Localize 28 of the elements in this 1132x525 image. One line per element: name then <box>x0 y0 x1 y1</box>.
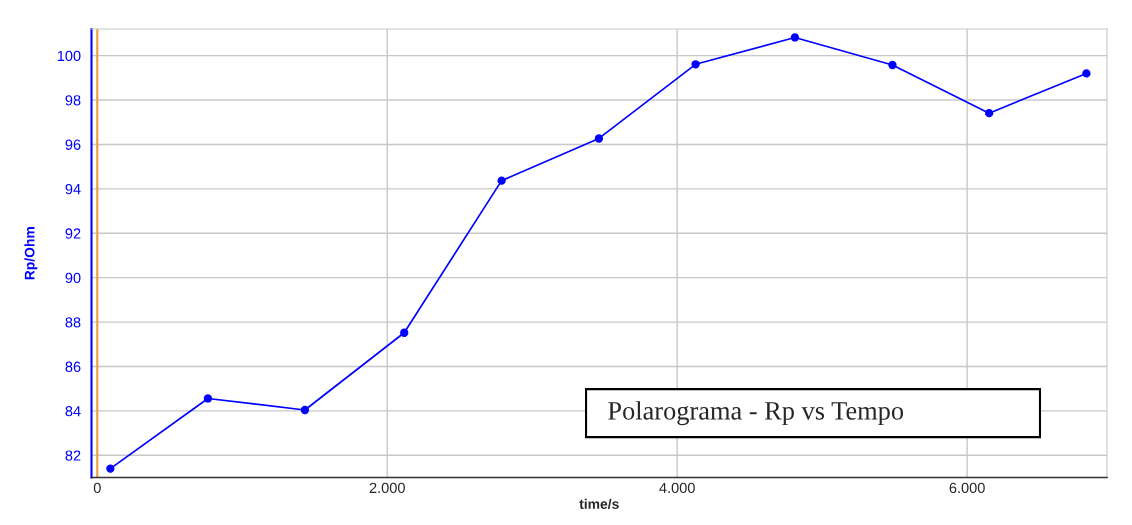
x-axis-title: time/s <box>579 498 619 510</box>
x-tick-label: 6.000 <box>949 482 985 494</box>
y-tick-label: 94 <box>65 183 81 195</box>
annotation: Polarograma - Rp vs Tempo <box>608 401 904 426</box>
point <box>106 464 115 473</box>
point <box>400 328 409 337</box>
y-axis-title: Rp/Ohm <box>24 227 38 280</box>
point <box>691 60 700 69</box>
point <box>1082 69 1091 78</box>
point <box>790 33 800 42</box>
y-tick-label: 88 <box>65 317 81 328</box>
y-tick-label: 82 <box>65 450 81 461</box>
y-tick-label: 90 <box>65 272 81 284</box>
x-tick-label: 4.000 <box>659 482 695 494</box>
point <box>984 108 994 118</box>
point <box>300 405 310 415</box>
point <box>888 60 897 70</box>
y-tick-label: 86 <box>65 361 81 372</box>
point <box>594 134 604 143</box>
y-tick-label: 98 <box>65 95 81 106</box>
y-tick-label: 96 <box>65 139 81 150</box>
y-tick-label: 100 <box>57 50 81 62</box>
y-tick-label: 84 <box>65 405 81 417</box>
x-tick-label: 2.000 <box>369 482 405 494</box>
y-tick-label: 92 <box>65 228 81 239</box>
point <box>497 176 506 185</box>
point <box>203 394 213 403</box>
x-tick-label: 0 <box>93 482 101 494</box>
